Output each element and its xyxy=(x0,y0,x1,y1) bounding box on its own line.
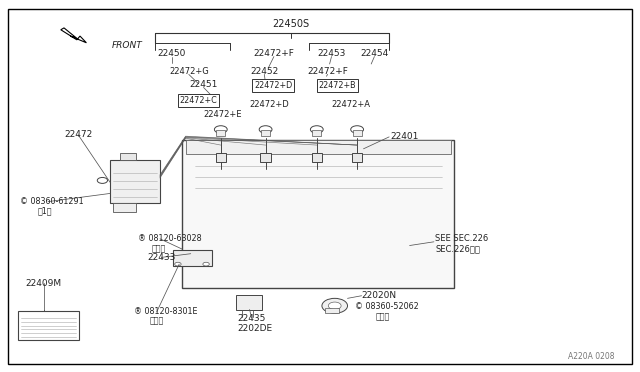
Circle shape xyxy=(97,177,108,183)
Bar xyxy=(18,311,79,340)
Text: A220A 0208: A220A 0208 xyxy=(568,352,614,361)
Circle shape xyxy=(310,126,323,133)
Text: 22452: 22452 xyxy=(250,67,278,76)
Text: 22472+F: 22472+F xyxy=(307,67,348,76)
Text: （1）: （1） xyxy=(38,207,52,216)
Text: （２）: （２） xyxy=(376,312,390,321)
Bar xyxy=(182,140,454,288)
Bar xyxy=(312,130,321,136)
Bar xyxy=(173,250,212,266)
Text: 22450S: 22450S xyxy=(273,19,310,29)
Text: 22472+E: 22472+E xyxy=(204,110,242,119)
Text: 22472+G: 22472+G xyxy=(169,67,209,76)
Text: 22472+B: 22472+B xyxy=(319,81,356,90)
Text: 2202DE: 2202DE xyxy=(237,324,272,333)
Bar xyxy=(120,153,136,160)
Bar xyxy=(186,140,451,154)
Text: 22472+F: 22472+F xyxy=(253,49,294,58)
Circle shape xyxy=(203,262,209,266)
Text: FRONT: FRONT xyxy=(112,41,143,50)
Bar xyxy=(236,295,262,310)
Text: © 08360-52062: © 08360-52062 xyxy=(355,302,419,311)
Text: © 08360-61291: © 08360-61291 xyxy=(20,197,84,206)
Text: 22409M: 22409M xyxy=(26,279,61,288)
Circle shape xyxy=(351,126,364,133)
Bar xyxy=(353,130,362,136)
Text: 22401: 22401 xyxy=(390,132,419,141)
Text: 22453: 22453 xyxy=(317,49,346,58)
Text: 〈２〉: 〈２〉 xyxy=(152,244,166,253)
Circle shape xyxy=(328,302,341,310)
Text: 22451: 22451 xyxy=(189,80,218,89)
Bar xyxy=(216,153,226,162)
Text: 22472+C: 22472+C xyxy=(180,96,217,105)
Bar xyxy=(110,160,160,203)
Text: 22433: 22433 xyxy=(147,253,175,262)
Text: 22472+A: 22472+A xyxy=(332,100,370,109)
Bar xyxy=(216,130,225,136)
Bar xyxy=(260,153,271,162)
Text: 22472: 22472 xyxy=(64,130,92,139)
Text: 22472+D: 22472+D xyxy=(249,100,289,109)
Bar xyxy=(113,203,136,212)
Bar xyxy=(352,153,362,162)
Text: ® 08120-8301E: ® 08120-8301E xyxy=(134,307,198,316)
Polygon shape xyxy=(61,28,86,43)
Circle shape xyxy=(259,126,272,133)
Bar xyxy=(325,308,339,313)
Text: 22435: 22435 xyxy=(237,314,266,323)
Bar xyxy=(312,153,322,162)
Text: 22450: 22450 xyxy=(157,49,186,58)
Circle shape xyxy=(175,262,181,266)
Text: SEE SEC.226: SEE SEC.226 xyxy=(435,234,488,243)
Circle shape xyxy=(214,126,227,133)
Text: SEC.226参照: SEC.226参照 xyxy=(435,245,480,254)
Text: 〈２〉: 〈２〉 xyxy=(150,316,164,325)
Text: 22454: 22454 xyxy=(360,49,388,58)
Text: 22020N: 22020N xyxy=(362,291,397,300)
Text: ® 08120-63028: ® 08120-63028 xyxy=(138,234,201,243)
Circle shape xyxy=(322,298,348,313)
Text: 22472+D: 22472+D xyxy=(254,81,292,90)
Bar xyxy=(261,130,270,136)
